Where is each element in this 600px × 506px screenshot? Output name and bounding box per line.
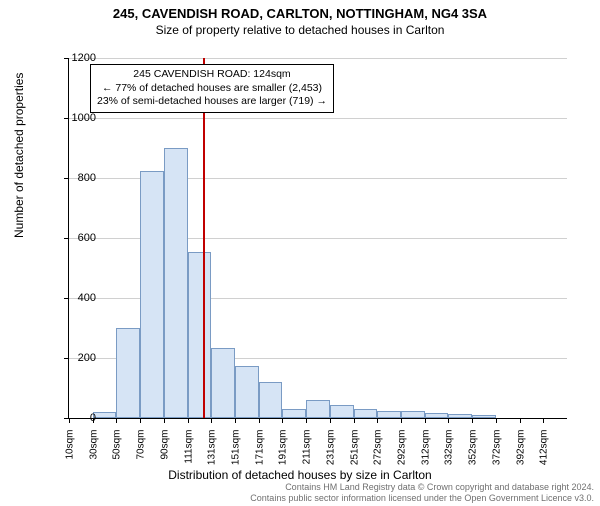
callout-line2: ← 77% of detached houses are smaller (2,… [97, 82, 327, 96]
x-tick-mark [448, 418, 449, 423]
x-tick-label: 171sqm [254, 430, 265, 480]
x-tick-mark [472, 418, 473, 423]
x-tick-mark [354, 418, 355, 423]
x-tick-label: 292sqm [397, 430, 408, 480]
histogram-bar [472, 415, 496, 418]
histogram-bar [354, 409, 378, 418]
callout-line1: 245 CAVENDISH ROAD: 124sqm [97, 68, 327, 82]
histogram-bar [164, 148, 188, 418]
histogram-bar [235, 366, 259, 419]
x-tick-label: 372sqm [491, 430, 502, 480]
chart-title-main: 245, CAVENDISH ROAD, CARLTON, NOTTINGHAM… [0, 6, 600, 21]
x-tick-mark [496, 418, 497, 423]
x-tick-mark [211, 418, 212, 423]
x-tick-label: 211sqm [302, 430, 313, 480]
footer-attribution: Contains HM Land Registry data © Crown c… [250, 482, 594, 504]
x-tick-mark [116, 418, 117, 423]
y-tick-label: 400 [66, 292, 96, 304]
histogram-bar [211, 348, 235, 419]
histogram-bar [259, 382, 283, 418]
histogram-bar [330, 405, 354, 419]
chart-title-sub: Size of property relative to detached ho… [0, 23, 600, 37]
x-tick-label: 312sqm [420, 430, 431, 480]
x-tick-label: 191sqm [278, 430, 289, 480]
histogram-bar [140, 171, 164, 419]
histogram-bar [425, 413, 449, 418]
x-tick-mark [259, 418, 260, 423]
x-tick-mark [401, 418, 402, 423]
x-tick-label: 90sqm [159, 430, 170, 480]
x-tick-mark [140, 418, 141, 423]
histogram-bar [401, 411, 425, 418]
x-tick-label: 412sqm [539, 430, 550, 480]
x-tick-mark [306, 418, 307, 423]
callout-line3: 23% of semi-detached houses are larger (… [97, 95, 327, 109]
x-tick-mark [425, 418, 426, 423]
x-tick-label: 111sqm [183, 430, 194, 480]
y-axis-label: Number of detached properties [12, 73, 26, 238]
y-tick-label: 1000 [66, 112, 96, 124]
x-tick-mark [235, 418, 236, 423]
y-tick-label: 0 [66, 412, 96, 424]
y-tick-label: 800 [66, 172, 96, 184]
x-tick-label: 251sqm [349, 430, 360, 480]
x-tick-mark [188, 418, 189, 423]
y-tick-label: 1200 [66, 52, 96, 64]
gridline [69, 118, 567, 119]
x-tick-label: 30sqm [88, 430, 99, 480]
x-tick-label: 272sqm [373, 430, 384, 480]
callout-box: 245 CAVENDISH ROAD: 124sqm← 77% of detac… [90, 64, 334, 113]
x-tick-label: 392sqm [515, 430, 526, 480]
x-tick-label: 332sqm [444, 430, 455, 480]
y-tick-label: 200 [66, 352, 96, 364]
x-tick-mark [520, 418, 521, 423]
x-tick-label: 50sqm [112, 430, 123, 480]
y-tick-label: 600 [66, 232, 96, 244]
x-tick-label: 151sqm [231, 430, 242, 480]
histogram-bar [116, 328, 140, 418]
histogram-bar [93, 412, 117, 418]
x-tick-mark [543, 418, 544, 423]
x-tick-mark [330, 418, 331, 423]
x-tick-mark [164, 418, 165, 423]
x-tick-label: 231sqm [325, 430, 336, 480]
histogram-bar [448, 414, 472, 419]
x-tick-mark [282, 418, 283, 423]
x-tick-label: 131sqm [207, 430, 218, 480]
footer-line1: Contains HM Land Registry data © Crown c… [250, 482, 594, 493]
histogram-bar [188, 252, 212, 419]
histogram-bar [377, 411, 401, 419]
histogram-bar [306, 400, 330, 418]
histogram-bar [282, 409, 306, 418]
footer-line2: Contains public sector information licen… [250, 493, 594, 504]
x-tick-mark [377, 418, 378, 423]
gridline [69, 58, 567, 59]
x-tick-label: 10sqm [65, 430, 76, 480]
x-tick-label: 352sqm [468, 430, 479, 480]
x-tick-label: 70sqm [136, 430, 147, 480]
